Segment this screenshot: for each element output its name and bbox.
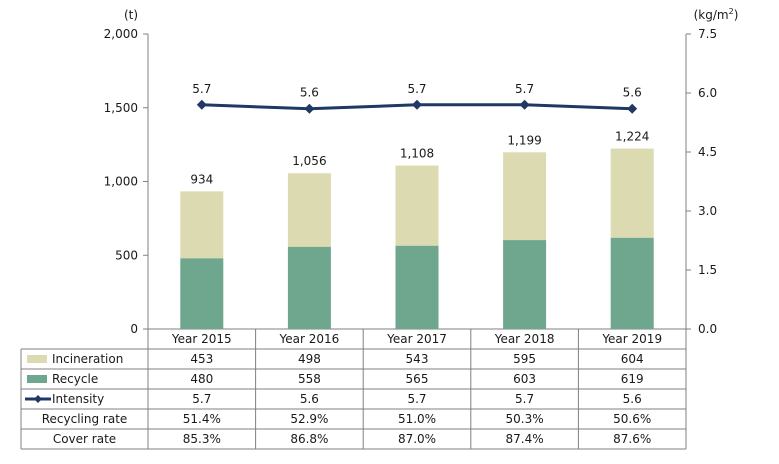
intensity-marker [304,103,315,114]
table-cell: 87.0% [398,432,436,446]
table-cell: 87.6% [613,432,651,446]
bar-incineration [503,152,547,241]
table-cell: 51.4% [183,412,221,426]
left-axis-unit: (t) [124,8,138,22]
right-tick-label: 1.5 [698,263,717,277]
data-table: Year 2015 Year 2016 Year 2017 Year 2018 Year… [20,329,687,450]
left-tick-label: 1,000 [104,175,138,189]
intensity-marker [412,99,422,110]
bar-incineration [180,191,224,259]
table-cell: 50.6% [613,412,651,426]
left-tick-label: 0 [130,322,138,336]
total-label: 934 [190,172,213,186]
left-tick-label: 500 [115,248,138,262]
intensity-data-label: 5.6 [300,86,319,100]
intensity-marker [519,99,530,110]
bar-recycle [610,237,654,329]
total-label: 1,056 [292,154,326,168]
bars-group [180,148,654,329]
intensity-line-group [196,99,638,114]
bar-recycle [395,245,439,329]
intensity-data-label: 5.6 [623,86,642,100]
table-cell: 565 [406,372,429,386]
intensity-marker [627,103,638,114]
intensity-data-label: 5.7 [192,82,211,96]
intensity-data-label: 5.7 [515,82,534,96]
table-cell: 619 [621,372,644,386]
bar-incineration [287,173,331,247]
right-tick-label: 6.0 [698,86,717,100]
bar-incineration [610,148,654,238]
bar-recycle [287,246,331,329]
legend-label: Incineration [52,352,123,366]
right-tick-label: 4.5 [698,145,717,159]
table-cell: 5.7 [192,392,211,406]
right-tick-label: 3.0 [698,204,717,218]
right-axis-unit: (kg/m2) [694,7,739,22]
table-cell: 5.6 [623,392,642,406]
bar-recycle [180,258,224,329]
left-tick-label: 2,000 [104,27,138,41]
table-cell: 51.0% [398,412,436,426]
category-label: Year 2016 [279,332,340,346]
table-cell: 603 [513,372,536,386]
table-cell: 86.8% [290,432,328,446]
row-label: Recycling rate [42,412,128,426]
table-cell: 5.7 [407,392,426,406]
table-cell: 453 [190,352,213,366]
data-labels-group: 934 1,056 1,108 1,199 1,224 5.7 5.6 5.7 5.7 5.6 [190,82,649,187]
category-label: Year 2018 [494,332,555,346]
total-label: 1,199 [507,133,541,147]
right-tick-label: 0.0 [698,322,717,336]
total-label: 1,108 [400,147,434,161]
category-label: Year 2017 [386,332,447,346]
total-label: 1,224 [615,130,649,144]
legend-swatch-incineration [27,355,47,363]
table-cell: 604 [621,352,644,366]
table-cell: 5.7 [515,392,534,406]
left-tick-label: 1,500 [104,101,138,115]
category-label: Year 2019 [601,332,662,346]
table-cell: 558 [298,372,321,386]
table-cell: 543 [406,352,429,366]
right-tick-label: 7.5 [698,27,717,41]
intensity-data-label: 5.7 [407,82,426,96]
bar-incineration [395,165,439,246]
table-cell: 50.3% [506,412,544,426]
table-cell: 85.3% [183,432,221,446]
legend-swatch-recycle [27,375,47,383]
table-cell: 52.9% [290,412,328,426]
category-label: Year 2015 [171,332,232,346]
axes-group: (t) (kg/m2) 0 500 1,000 1,500 2,000 0.0 1.5 3.0… [104,7,739,336]
bar-recycle [503,240,547,329]
table-cell: 480 [190,372,213,386]
intensity-marker [196,99,207,110]
table-cell: 595 [513,352,536,366]
legend-marker-intensity [34,395,42,403]
legend-label: Recycle [52,372,98,386]
legend-label: Intensity [52,392,104,406]
table-cell: 5.6 [300,392,319,406]
table-cell: 498 [298,352,321,366]
table-cell: 87.4% [506,432,544,446]
row-label: Cover rate [53,432,116,446]
